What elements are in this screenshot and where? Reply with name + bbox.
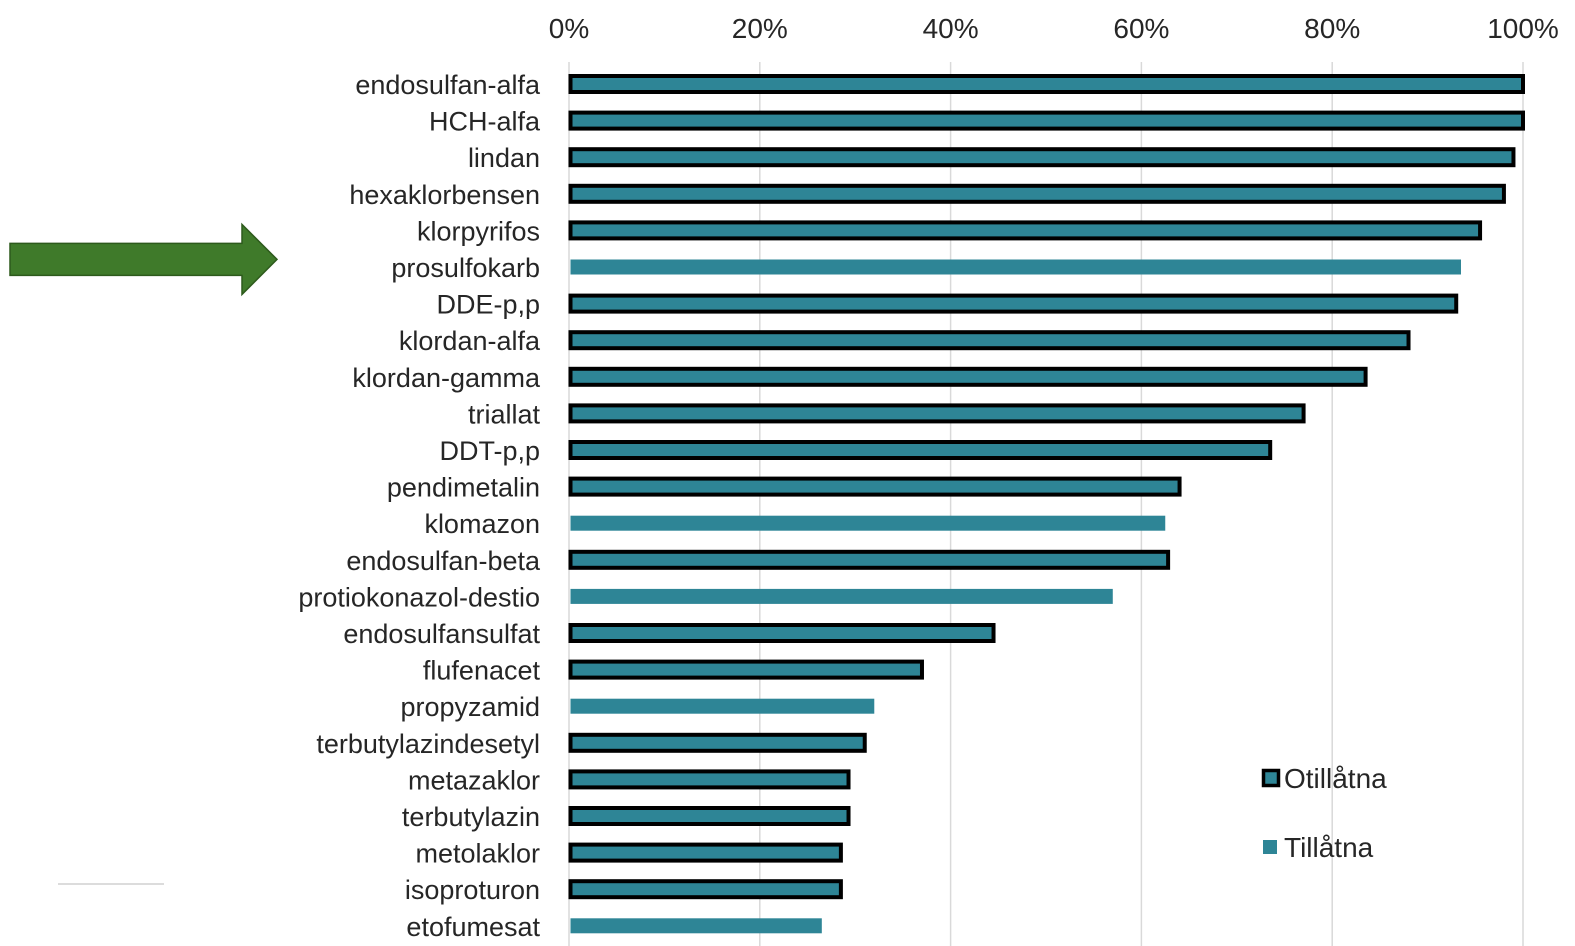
right-arrow-icon [9, 222, 279, 297]
category-label: hexaklorbensen [349, 180, 540, 210]
legend-label: Otillåtna [1284, 763, 1387, 794]
category-label: pendimetalin [387, 473, 540, 503]
legend-label: Tillåtna [1284, 832, 1374, 863]
category-label: klorpyrifos [417, 216, 540, 246]
category-label: terbutylazin [402, 802, 540, 832]
bar [570, 259, 1461, 275]
x-tick-label: 100% [1487, 13, 1559, 44]
category-label: prosulfokarb [391, 253, 540, 283]
bar [568, 806, 851, 826]
category-label: HCH-alfa [429, 107, 541, 137]
bar [568, 74, 1525, 94]
category-label: klordan-alfa [399, 326, 541, 356]
bar [568, 659, 924, 680]
gridlines [568, 62, 1524, 946]
category-label: endosulfan-beta [346, 546, 541, 576]
annotations [9, 222, 279, 885]
bar [568, 476, 1182, 497]
bar [568, 366, 1368, 387]
x-tick-label: 80% [1304, 13, 1360, 44]
category-label: metazaklor [408, 765, 540, 795]
category-label: propyzamid [400, 692, 540, 722]
bar [568, 769, 851, 790]
x-tick-label: 0% [549, 13, 589, 44]
bar [570, 515, 1166, 531]
bar [568, 183, 1506, 204]
bar [568, 110, 1525, 131]
category-label: klomazon [424, 509, 540, 539]
bar [570, 698, 875, 714]
category-label: etofumesat [406, 912, 540, 942]
bar [568, 549, 1171, 570]
category-label: metolaklor [415, 839, 540, 869]
x-tick-label: 60% [1113, 13, 1169, 44]
bar [568, 879, 843, 900]
category-label: flufenacet [423, 656, 541, 686]
category-label: terbutylazindesetyl [316, 729, 540, 759]
bar [568, 732, 867, 753]
category-label: lindan [468, 143, 540, 173]
bars [568, 74, 1525, 934]
bar [568, 220, 1483, 241]
x-tick-label: 40% [923, 13, 979, 44]
category-label: klordan-gamma [352, 363, 541, 393]
bar [568, 147, 1516, 168]
category-label: endosulfan-alfa [355, 70, 541, 100]
bar [568, 293, 1459, 314]
bar [568, 842, 843, 863]
bar [568, 440, 1273, 460]
x-tick-label: 20% [732, 13, 788, 44]
category-label: DDT-p,p [439, 436, 540, 466]
legend-swatch [1261, 768, 1281, 788]
bar [570, 588, 1113, 604]
bar [568, 623, 996, 643]
category-labels: endosulfan-alfa HCH-alfa lindan hexaklorben… [298, 70, 541, 942]
category-label: protiokonazol-destio [298, 582, 540, 612]
category-label: triallat [468, 399, 541, 429]
category-label: isoproturon [405, 875, 540, 905]
bar [568, 403, 1306, 424]
bar [570, 918, 822, 934]
legend-swatch [1263, 840, 1277, 854]
bar [568, 330, 1411, 351]
category-label: endosulfansulfat [343, 619, 540, 649]
legend: Otillåtna Tillåtna [1261, 763, 1387, 863]
category-label: DDE-p,p [436, 290, 540, 320]
x-axis-ticks: 0% 20% 40% 60% 80% 100% [549, 13, 1559, 44]
